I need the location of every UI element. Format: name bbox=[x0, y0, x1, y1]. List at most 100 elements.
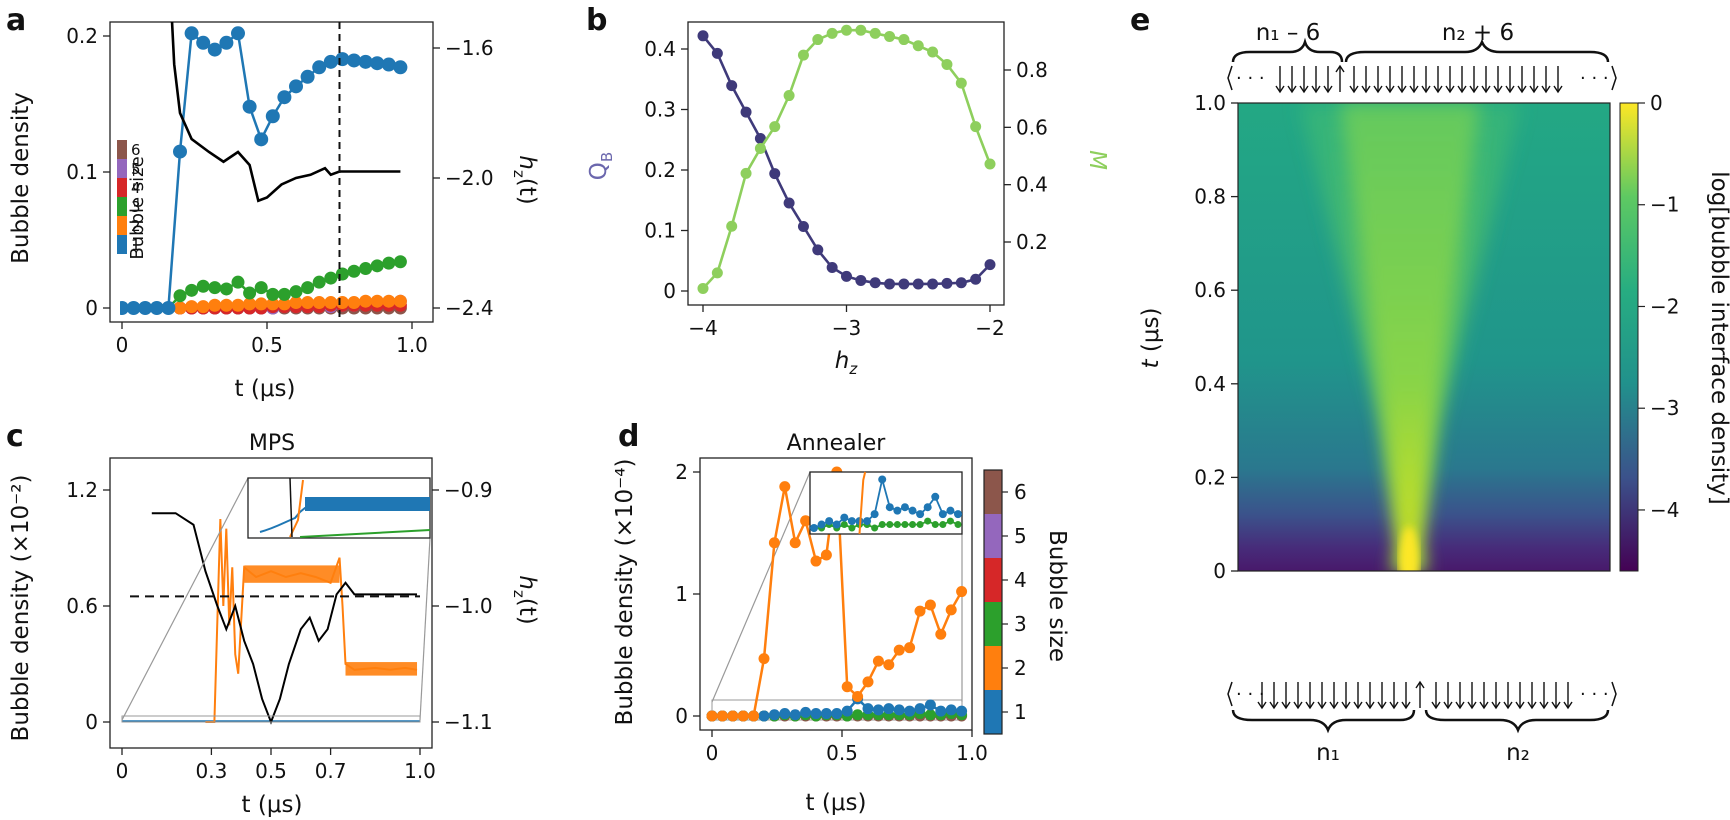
y-tick-label: 0.2 bbox=[1016, 230, 1048, 254]
colorbar-tick-label: −3 bbox=[1650, 396, 1679, 420]
panel-a-series-2-point bbox=[243, 297, 257, 311]
x-tick-label: 0 bbox=[116, 759, 129, 783]
panel-a-series-1-point bbox=[138, 301, 153, 315]
arrow-head bbox=[1529, 85, 1539, 94]
panel-a-series-1-point bbox=[231, 26, 245, 41]
panel-a-series-2-point bbox=[289, 296, 303, 310]
arrow-head bbox=[1479, 701, 1489, 710]
x-tick-label: 1.0 bbox=[396, 333, 428, 357]
panel-d-xlabel: t (μs) bbox=[806, 790, 867, 816]
arrow-head bbox=[1361, 85, 1371, 94]
panel-d-series-3-point bbox=[924, 709, 936, 721]
bottom-brace-left bbox=[1231, 709, 1416, 734]
arrow-head bbox=[1469, 85, 1479, 94]
panel-b-m-point bbox=[812, 34, 824, 46]
panel-a-series-3-point bbox=[254, 281, 268, 295]
panel-d-series-2-point bbox=[727, 710, 739, 722]
panel-a-series-1-point bbox=[219, 35, 234, 50]
panel-a-series-3-point bbox=[370, 259, 384, 273]
panel-a-series-1-point bbox=[196, 35, 211, 50]
x-tick-label: −2 bbox=[975, 316, 1004, 340]
top-chain-dots-left: · · · bbox=[1236, 68, 1265, 89]
legend-swatch bbox=[117, 140, 127, 159]
panel-d-inset-blue-point bbox=[870, 510, 879, 519]
y-tick-label: 1.0 bbox=[1194, 91, 1226, 115]
panel-d-series-1-point bbox=[935, 705, 947, 717]
panel-a-series-1-point bbox=[120, 301, 129, 315]
x-tick-label: 0 bbox=[116, 333, 129, 357]
top-brace-left-label: n₁ – 6 bbox=[1256, 20, 1321, 46]
panel-a-series-2-point bbox=[266, 297, 280, 311]
panel-label-c: c bbox=[6, 419, 24, 454]
heatmap-hotspot bbox=[1399, 526, 1419, 571]
panel-d-series-1-point bbox=[924, 699, 936, 711]
panel-d-series-1-point bbox=[914, 703, 926, 715]
panel-a-series-2-point bbox=[301, 296, 315, 310]
colorbar-swatch bbox=[984, 470, 1002, 514]
arrow-head bbox=[1421, 85, 1431, 94]
x-tick-label: 1.0 bbox=[404, 759, 436, 783]
panel-a-series-3-point bbox=[185, 283, 199, 297]
panel-b-m-point bbox=[726, 220, 738, 232]
panel-d-inset-blue-point bbox=[916, 510, 925, 519]
panel-d-series-1-point bbox=[758, 710, 770, 722]
legend-swatch bbox=[117, 197, 127, 216]
panel-c: MPS 0 0.6 1.2 −1.1 −1.0 −0.9 0 0.3 0.5 0.7 1.0 B… bbox=[8, 431, 540, 818]
panel-d-colorbar: 1 2 3 4 5 6 bbox=[983, 469, 1027, 735]
panel-d-colorbar-label: Bubble size bbox=[1044, 530, 1070, 662]
bottom-chain-left-bracket bbox=[1227, 681, 1233, 707]
panel-b-qb-point bbox=[797, 220, 809, 232]
panel-b-m-point bbox=[697, 282, 709, 294]
y-tick-label: 0.6 bbox=[66, 594, 98, 618]
panel-a-series-1-point bbox=[347, 53, 361, 68]
legend-label: 1 bbox=[131, 236, 141, 254]
panel-d: Annealer 0 1 2 0 0.5 1.0 Bubble density (×10… bbox=[612, 431, 1070, 816]
y-tick-label: 1.2 bbox=[66, 478, 98, 502]
panel-d-inset-green-point bbox=[848, 524, 856, 532]
arrow-head bbox=[1457, 85, 1467, 94]
y-tick-label: 0.2 bbox=[1194, 465, 1226, 489]
panel-a-series-3-point bbox=[196, 279, 210, 293]
panel-d-series-1-point bbox=[872, 704, 884, 716]
panel-b-qb-point bbox=[884, 278, 896, 290]
panel-a-series-1-point bbox=[242, 99, 257, 114]
top-chain-right-bracket bbox=[1611, 65, 1617, 91]
panel-c-inset-black bbox=[289, 477, 293, 538]
panel-b-qb-point bbox=[769, 168, 781, 180]
panel-b-frame bbox=[687, 21, 1005, 306]
panel-a-series-3-point bbox=[266, 287, 280, 301]
panel-d-inset-green-point bbox=[954, 521, 962, 529]
x-tick-label: −4 bbox=[688, 316, 717, 340]
panel-d-series-2-point bbox=[893, 644, 905, 656]
x-tick-label: 0.5 bbox=[251, 333, 283, 357]
panel-d-inset-green-point bbox=[909, 521, 917, 529]
panel-a-series-1-point bbox=[173, 144, 187, 159]
y-tick-label: 2 bbox=[675, 460, 688, 484]
y-tick-label: −1.6 bbox=[445, 36, 494, 60]
colorbar-tick-label: 3 bbox=[1014, 612, 1027, 636]
panel-b-qb-point bbox=[754, 132, 766, 144]
panel-a-series-2-point bbox=[219, 298, 233, 312]
panel-d-series-2-point bbox=[904, 642, 916, 654]
panel-d-series-2-point bbox=[924, 599, 936, 611]
panel-d-series-2-point bbox=[737, 710, 749, 722]
panel-d-series-1-point bbox=[893, 704, 905, 716]
y-tick-label: −1.0 bbox=[444, 594, 493, 618]
x-tick-label: −3 bbox=[832, 316, 861, 340]
panel-c-inset bbox=[121, 477, 431, 723]
panel-b-qb-point bbox=[783, 197, 795, 209]
panel-b-qb-point bbox=[898, 278, 910, 290]
panel-b-qb-point bbox=[711, 47, 723, 59]
panel-b-m-point bbox=[984, 158, 996, 170]
panel-b-qb-point bbox=[941, 277, 953, 289]
x-tick-label: 0.5 bbox=[826, 741, 858, 765]
y-tick-label: 0.4 bbox=[1016, 173, 1048, 197]
panel-d-series-2-point bbox=[789, 537, 801, 549]
panel-d-series-1-point bbox=[945, 704, 957, 716]
colorbar-swatch bbox=[984, 558, 1002, 602]
panel-c-inset-blue-band bbox=[305, 497, 430, 511]
panel-d-series-1-point bbox=[956, 705, 968, 717]
arrow-head bbox=[1401, 701, 1411, 710]
colorbar-tick-label: 4 bbox=[1014, 568, 1027, 592]
panel-b-m-point bbox=[912, 40, 924, 52]
